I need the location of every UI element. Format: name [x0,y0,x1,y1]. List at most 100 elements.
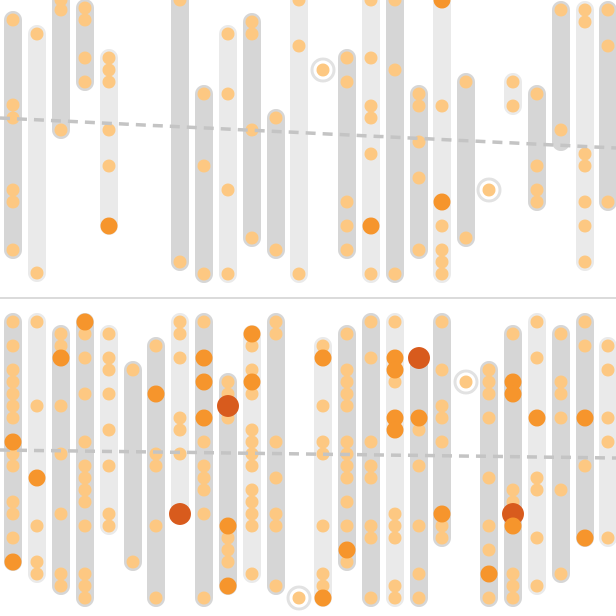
data-point [173,351,187,365]
highlighted-point [386,409,404,427]
highlighted-point [362,217,380,235]
data-point [435,399,449,413]
data-point [412,87,426,101]
data-point [364,267,378,281]
data-point [412,519,426,533]
isolated-point-halo [476,177,502,203]
data-point [554,3,568,17]
data-point [340,399,354,413]
column-range-bar [599,1,616,211]
data-point [578,195,592,209]
data-point [578,255,592,269]
data-point [482,471,496,485]
data-point [316,435,330,449]
highlighted-point [217,395,239,417]
data-point [173,255,187,269]
highlighted-point [4,553,22,571]
data-point [245,339,259,353]
data-point [149,459,163,473]
highlighted-point [504,385,522,403]
data-point [412,591,426,605]
highlighted-point [52,349,70,367]
data-point [102,63,116,77]
data-point [197,435,211,449]
data-point [149,447,163,461]
data-point [340,375,354,389]
highlighted-point [314,349,332,367]
data-point [340,327,354,341]
data-point [6,399,20,413]
data-point [221,183,235,197]
column-range-bar [504,325,522,607]
isolated-point-halo [286,585,312,611]
data-point [340,471,354,485]
highlighted-point [243,373,261,391]
highlighted-point [408,347,430,369]
data-point [364,471,378,485]
data-point [340,219,354,233]
data-point [364,315,378,329]
data-point [482,363,496,377]
data-point [221,555,235,569]
highlighted-point [76,313,94,331]
data-point [340,243,354,257]
highlighted-point [195,373,213,391]
data-point [316,567,330,581]
highlighted-point [219,577,237,595]
data-point [30,315,44,329]
column-range-bar [576,313,594,547]
data-point [173,315,187,329]
data-point [173,0,187,7]
data-point [78,579,92,593]
data-point [340,459,354,473]
isolated-point-halo [310,57,336,83]
data-point [245,495,259,509]
data-point [269,111,283,125]
data-point [340,75,354,89]
data-point [554,375,568,389]
data-point [364,147,378,161]
highlighted-point [386,349,404,367]
data-point [364,591,378,605]
highlighted-point [504,517,522,535]
data-point [482,183,496,197]
data-point [245,459,259,473]
data-point [102,75,116,89]
data-point [506,327,520,341]
highlighted-point [433,505,451,523]
data-point [364,531,378,545]
data-point [292,0,306,7]
data-point [78,75,92,89]
data-point [102,159,116,173]
column-range-bar [195,85,213,283]
data-point [197,483,211,497]
column-range-bar [528,85,546,211]
data-point [197,507,211,521]
data-point [269,315,283,329]
data-point [459,75,473,89]
data-point [149,519,163,533]
column-range-bar [433,0,451,283]
data-point [388,63,402,77]
data-point [459,375,473,389]
data-point [530,579,544,593]
data-point [54,3,68,17]
data-point [6,363,20,377]
data-point [30,399,44,413]
data-point [364,99,378,113]
data-point [435,435,449,449]
highlighted-point [28,469,46,487]
highlighted-point [480,565,498,583]
highlighted-point [338,541,356,559]
data-point [54,339,68,353]
data-point [197,315,211,329]
data-point [601,339,615,353]
data-point [530,159,544,173]
highlighted-point [195,409,213,427]
data-point [316,519,330,533]
data-point [530,531,544,545]
column-range-bar [314,337,332,607]
data-point [578,219,592,233]
data-point [6,507,20,521]
data-point [102,363,116,377]
